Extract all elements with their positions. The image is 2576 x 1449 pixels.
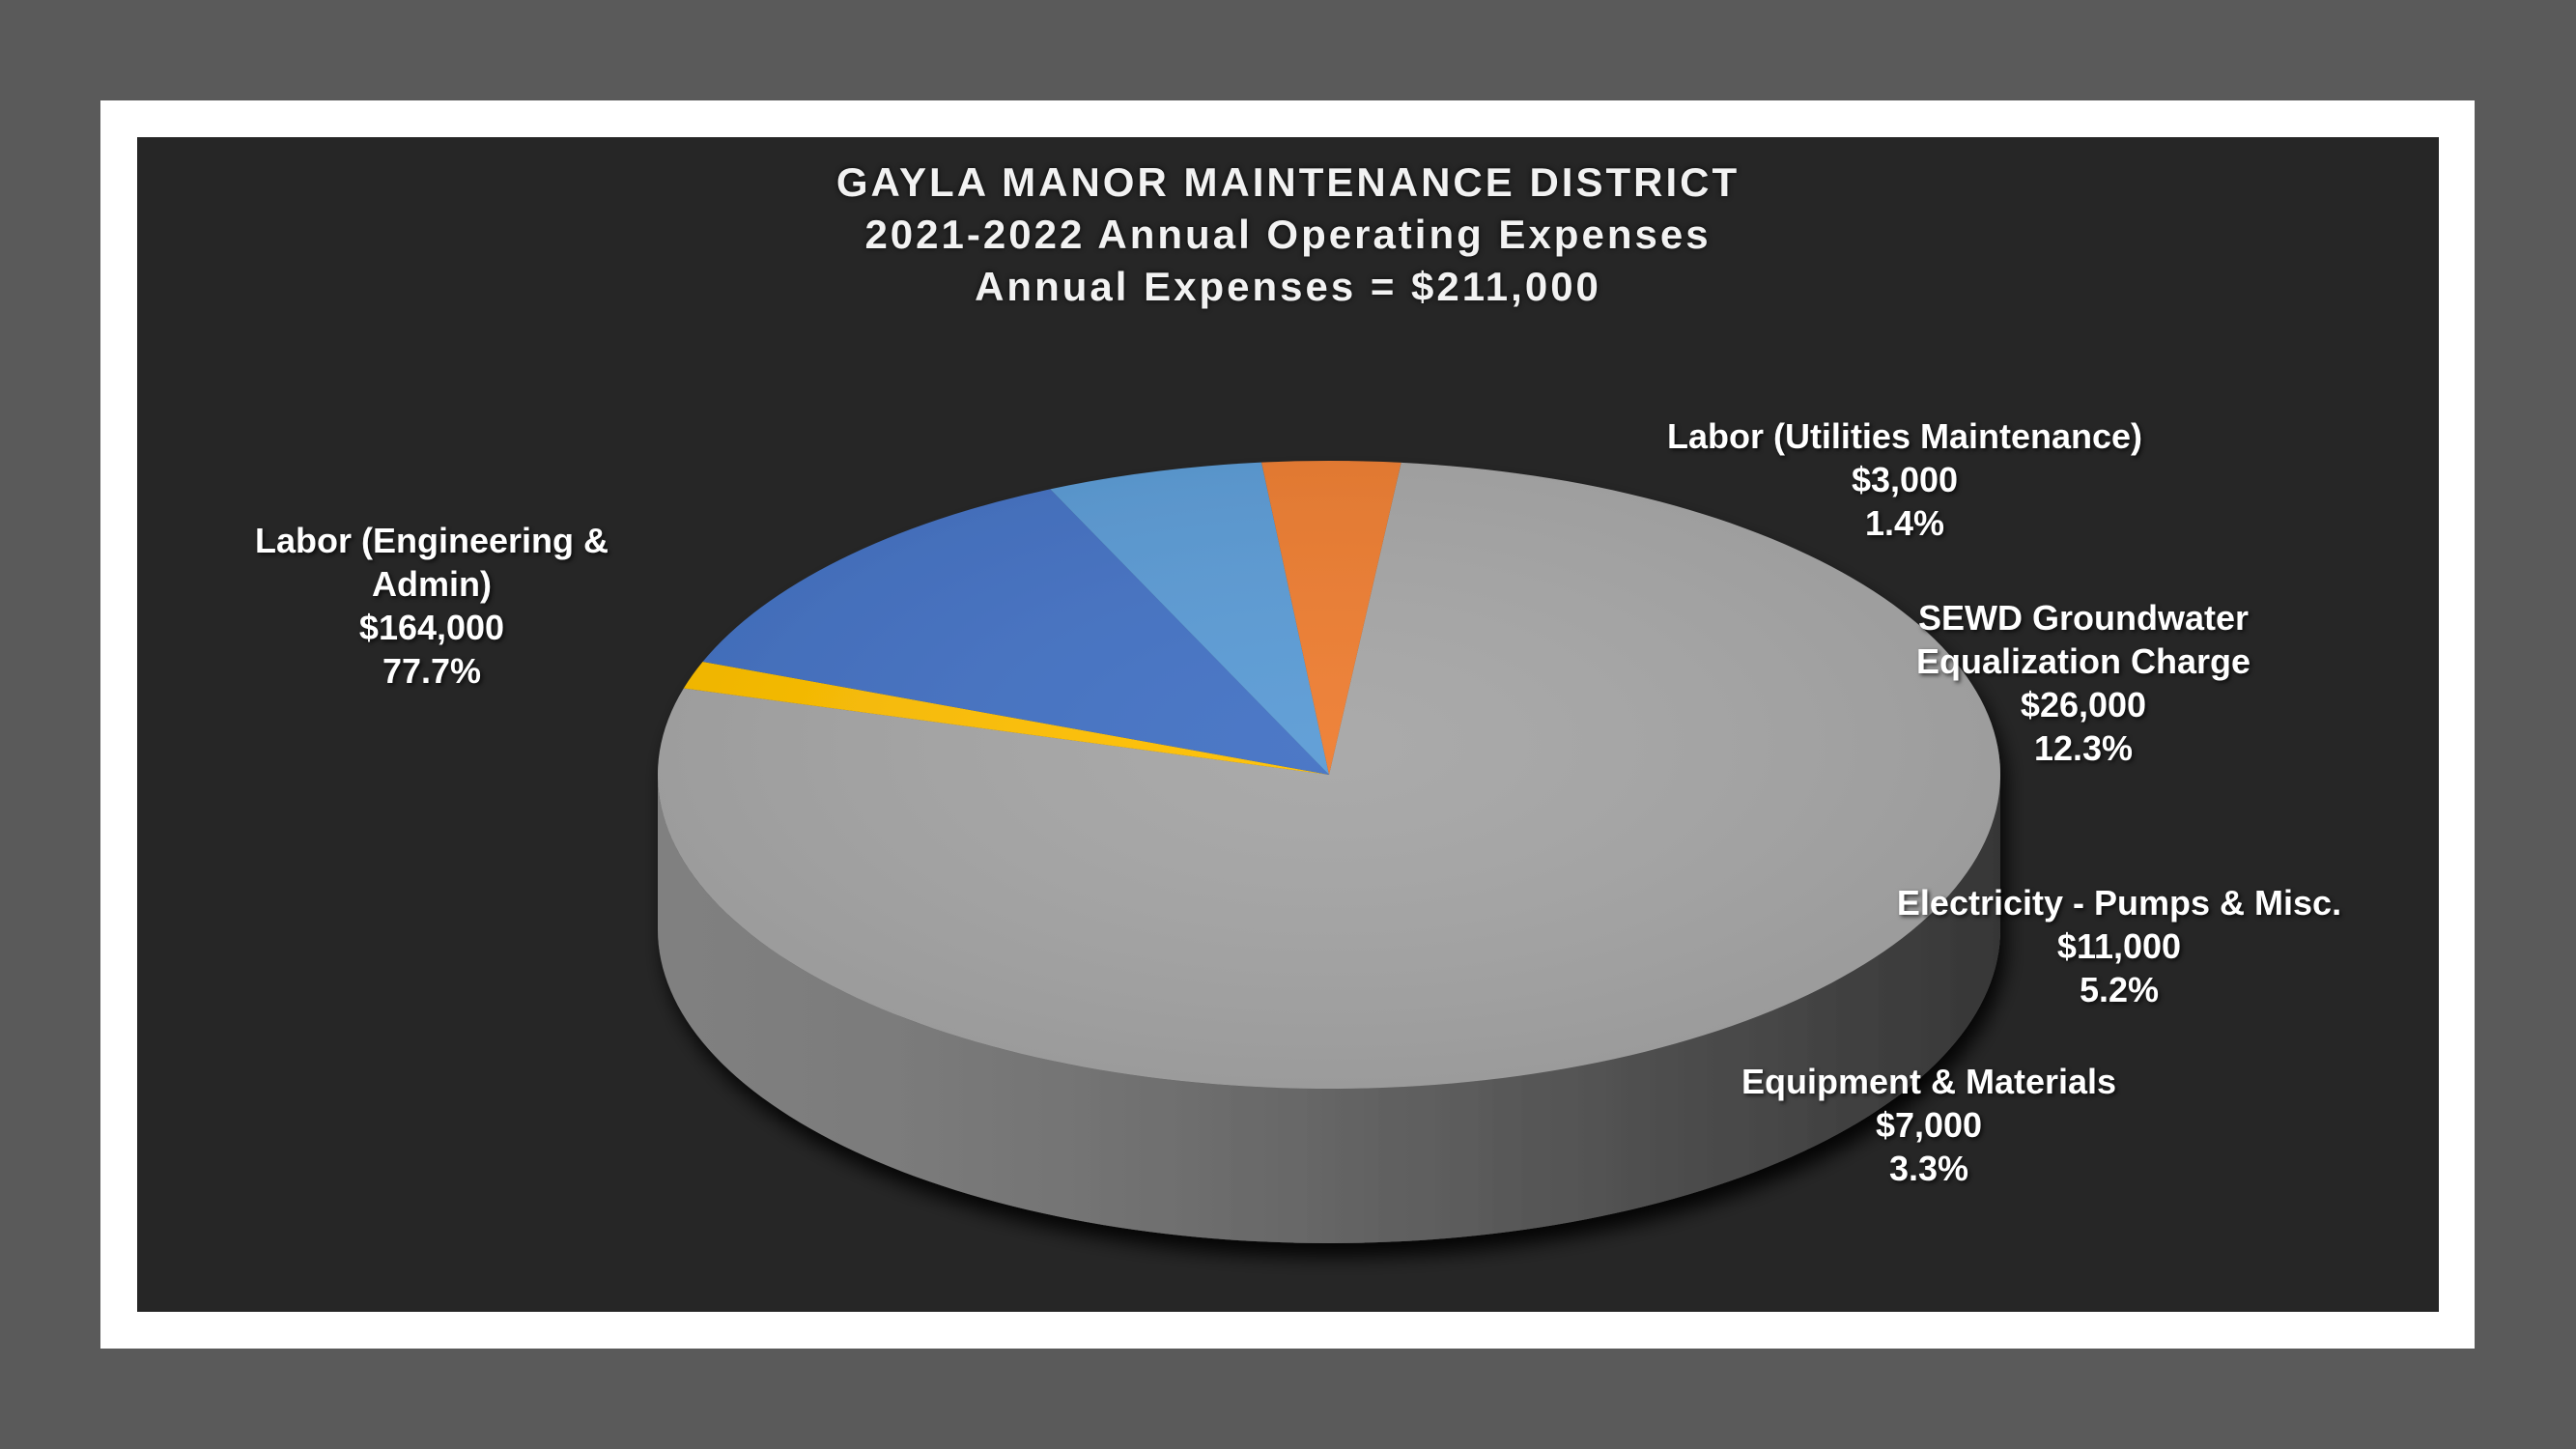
- label-labor-utilities-value: $3,000: [1851, 460, 1959, 499]
- label-sewd-name-1: SEWD Groundwater: [1917, 598, 2250, 638]
- label-sewd-groundwater: SEWD Groundwater Equalization Charge $26…: [1876, 596, 2291, 770]
- label-equipment: Equipment & Materials $7,000 3.3%: [1702, 1060, 2156, 1190]
- label-sewd-percent: 12.3%: [2033, 728, 2134, 768]
- label-sewd-name-2: Equalization Charge: [1915, 641, 2251, 681]
- label-equipment-name: Equipment & Materials: [1741, 1062, 2117, 1101]
- label-electricity-name: Electricity - Pumps & Misc.: [1896, 883, 2342, 923]
- label-labor-engineering-percent: 77.7%: [382, 651, 482, 691]
- chart-subtitle: 2021-2022 Annual Operating Expenses: [864, 212, 1712, 257]
- label-equipment-value: $7,000: [1875, 1105, 1983, 1145]
- label-labor-utilities-name: Labor (Utilities Maintenance): [1666, 416, 2143, 456]
- label-labor-utilities-percent: 1.4%: [1864, 503, 1945, 543]
- chart-frame: GAYLA MANOR MAINTENANCE DISTRICT 2021-20…: [100, 100, 2475, 1349]
- label-labor-engineering: Labor (Engineering & Admin) $164,000 77.…: [205, 519, 659, 693]
- label-electricity-percent: 5.2%: [2079, 970, 2160, 1009]
- chart-title: GAYLA MANOR MAINTENANCE DISTRICT: [835, 159, 1741, 205]
- label-sewd-value: $26,000: [2020, 685, 2147, 724]
- pie-side-shade-labor-engineering: [658, 775, 2000, 1243]
- label-labor-engineering-name-1: Labor (Engineering &: [254, 521, 609, 560]
- pie-chart: [658, 461, 2000, 1243]
- chart-titles: GAYLA MANOR MAINTENANCE DISTRICT 2021-20…: [137, 156, 2439, 313]
- label-equipment-percent: 3.3%: [1888, 1149, 1969, 1188]
- label-labor-engineering-name-2: Admin): [372, 564, 492, 604]
- chart-subtitle-total: Annual Expenses = $211,000: [975, 264, 1601, 309]
- label-electricity: Electricity - Pumps & Misc. $11,000 5.2%: [1839, 881, 2399, 1011]
- pie-top-shading: [658, 461, 2000, 1089]
- label-labor-engineering-value: $164,000: [358, 608, 505, 647]
- label-labor-utilities: Labor (Utilities Maintenance) $3,000 1.4…: [1634, 414, 2175, 545]
- label-electricity-value: $11,000: [2056, 926, 2182, 966]
- chart-area: GAYLA MANOR MAINTENANCE DISTRICT 2021-20…: [137, 137, 2439, 1312]
